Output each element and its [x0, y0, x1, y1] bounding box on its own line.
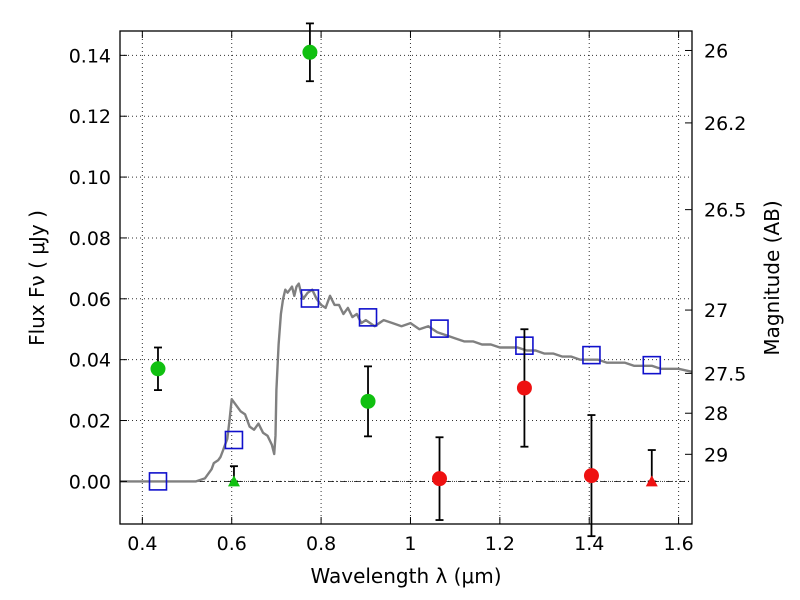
model-spectrum-line — [120, 282, 693, 483]
right-tick-label: 27 — [704, 300, 728, 322]
model-photometry-square — [300, 289, 320, 308]
x-tick-label: 1.4 — [574, 533, 604, 555]
detection-point — [583, 468, 599, 484]
right-tick-label: 26.5 — [704, 200, 746, 222]
x-tick-label: 1.6 — [663, 533, 693, 555]
x-tick-label: 0.6 — [217, 533, 247, 555]
x-tick-label: 1.2 — [485, 533, 515, 555]
model-photometry-square — [148, 472, 168, 491]
axis-ticks: 0.4 0.6 0.8 1 1.2 1.4 1.6 0.00 0.02 0.04 0.06 0.08 0… — [69, 31, 746, 555]
x-axis-label: Wavelength λ (μm) — [310, 564, 501, 588]
y-axis-label: Flux Fν ( μJy ) — [25, 210, 49, 346]
plot-frame — [119, 30, 693, 525]
y-tick-label: 0.02 — [69, 411, 111, 433]
right-axis-label: Magnitude (AB) — [760, 200, 784, 355]
model-photometry-square — [582, 345, 601, 365]
y-tick-label: 0.12 — [69, 106, 111, 128]
y-tick-label: 0.06 — [69, 289, 111, 311]
model-photometry-square — [430, 319, 449, 338]
x-tick-label: 1 — [404, 533, 416, 555]
right-tick-label: 26 — [704, 40, 728, 62]
detection-point — [360, 393, 376, 409]
right-tick-label: 29 — [704, 444, 728, 466]
right-tick-label: 27.5 — [704, 363, 746, 385]
detection-point — [432, 471, 448, 487]
right-tick-label: 28 — [704, 403, 728, 425]
detection-point — [516, 380, 532, 396]
y-tick-label: 0.08 — [69, 228, 111, 250]
detection-point — [150, 361, 166, 377]
x-tick-label: 0.8 — [306, 533, 336, 555]
upper-limit-marker — [227, 475, 240, 487]
y-tick-label: 0.04 — [69, 350, 111, 372]
y-tick-label: 0.10 — [69, 167, 111, 189]
model-photometry-square — [224, 430, 244, 450]
plot-series — [120, 22, 693, 538]
right-tick-label: 26.2 — [704, 113, 746, 135]
y-tick-label: 0.00 — [69, 471, 111, 493]
model-photometry-square — [642, 355, 662, 375]
detection-point — [302, 44, 318, 60]
y-tick-label: 0.14 — [69, 45, 111, 67]
x-tick-label: 0.4 — [127, 533, 157, 555]
model-photometry-square — [358, 308, 378, 327]
grid-lines — [120, 31, 692, 524]
upper-limit-marker — [645, 475, 658, 487]
